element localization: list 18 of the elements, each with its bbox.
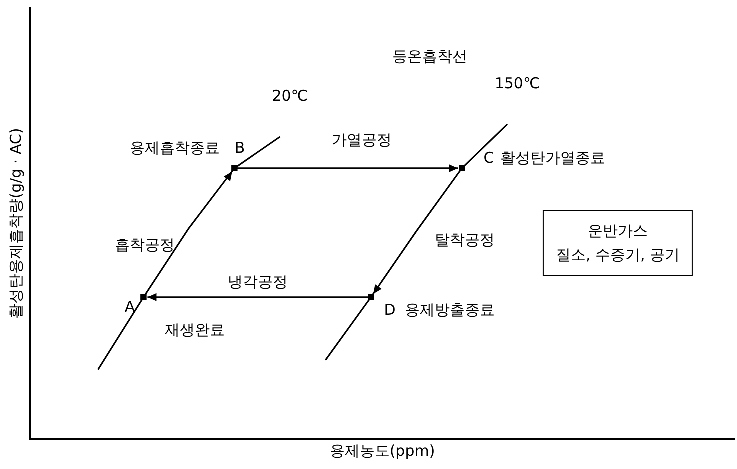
annotation: 흡착공정 [115, 235, 175, 256]
annotation: 가열공정 [332, 130, 392, 151]
text: 20℃ [272, 86, 308, 105]
annotation: 운반가스 질소, 수증기, 공기 [542, 210, 694, 276]
annotation: 탈착공정 [435, 230, 495, 251]
annotation: A [124, 297, 136, 318]
annotation: 활성탄가열종료 [500, 148, 606, 169]
annotation: 냉각공정 [228, 272, 288, 293]
x-axis-title: 용제농도(ppm) [330, 442, 436, 460]
annotation: 용제방출종료 [405, 300, 495, 321]
annotation: D [384, 300, 396, 321]
text: 150℃ [494, 74, 540, 92]
annotation: B [234, 138, 246, 159]
y-axis-title: 활성탄용제흡착량(g/g · AC) [6, 128, 25, 319]
annotation: C [484, 148, 494, 169]
chart-title: 등온흡착선 [392, 48, 468, 66]
annotation: 용제흡착종료 [130, 138, 220, 159]
annotation: 재생완료 [165, 320, 225, 341]
